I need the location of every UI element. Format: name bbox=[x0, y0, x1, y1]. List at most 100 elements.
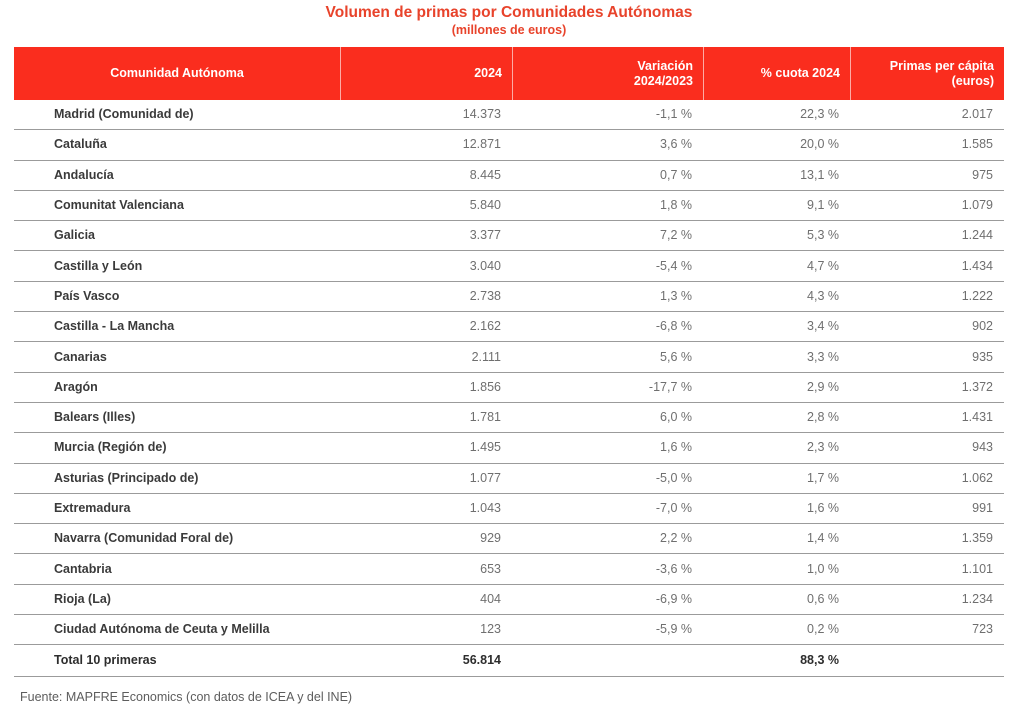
cell-cuota: 5,3 % bbox=[807, 228, 839, 243]
cell-cuota: 22,3 % bbox=[800, 107, 839, 122]
cell-variacion: 5,6 % bbox=[660, 349, 692, 364]
cell-comunidad: Murcia (Región de) bbox=[54, 440, 167, 455]
cell-percapita: 1.222 bbox=[961, 288, 993, 303]
table-row: Castilla - La Mancha 2.162 -6,8 % 3,4 % … bbox=[14, 312, 1004, 343]
table-row: Murcia (Región de) 1.495 1,6 % 2,3 % 943 bbox=[14, 433, 1004, 464]
cell-cuota: 4,3 % bbox=[807, 288, 839, 303]
cell-percapita: 943 bbox=[972, 440, 993, 455]
table-row: Extremadura 1.043 -7,0 % 1,6 % 991 bbox=[14, 494, 1004, 525]
header-cell-cuota: % cuota 2024 bbox=[703, 47, 850, 100]
cell-comunidad: Castilla - La Mancha bbox=[54, 319, 175, 334]
cell-percapita: 1.062 bbox=[961, 470, 993, 485]
cell-2024: 653 bbox=[480, 561, 501, 576]
cell-cuota: 0,6 % bbox=[807, 591, 839, 606]
table-header: Comunidad Autónoma 2024 Variación 2024/2… bbox=[14, 47, 1004, 100]
table-row: Galicia 3.377 7,2 % 5,3 % 1.244 bbox=[14, 221, 1004, 252]
cell-2024: 1.043 bbox=[469, 501, 501, 515]
cell-comunidad: Andalucía bbox=[54, 167, 114, 182]
cell-cuota: 3,3 % bbox=[807, 349, 839, 364]
cell-percapita: 723 bbox=[972, 622, 993, 637]
cell-variacion: -5,4 % bbox=[655, 258, 692, 273]
table-row: Navarra (Comunidad Foral de) 929 2,2 % 1… bbox=[14, 524, 1004, 555]
cell-percapita: 902 bbox=[972, 319, 993, 334]
cell-cuota: 1,4 % bbox=[807, 531, 839, 546]
header-cell-percapita: Primas per cápita (euros) bbox=[850, 47, 1004, 100]
cell-percapita: 975 bbox=[972, 167, 993, 182]
cell-percapita: 1.079 bbox=[961, 198, 993, 213]
header-cell-variacion: Variación 2024/2023 bbox=[512, 47, 703, 100]
table-row: Aragón 1.856 -17,7 % 2,9 % 1.372 bbox=[14, 373, 1004, 403]
cell-2024: 1.495 bbox=[469, 440, 501, 455]
cell-2024: 2.162 bbox=[469, 319, 501, 334]
cell-percapita: 1.585 bbox=[961, 137, 993, 152]
table-row: Madrid (Comunidad de) 14.373 -1,1 % 22,3… bbox=[14, 100, 1004, 131]
cell-cuota: 2,3 % bbox=[807, 440, 839, 455]
source-note: Fuente: MAPFRE Economics (con datos de I… bbox=[20, 689, 353, 704]
cell-variacion: -6,9 % bbox=[655, 591, 692, 606]
cell-variacion: 1,8 % bbox=[660, 198, 692, 213]
cell-percapita: 1.359 bbox=[961, 531, 993, 546]
cell-2024: 5.840 bbox=[469, 198, 501, 213]
cell-2024: 2.738 bbox=[469, 288, 501, 303]
cell-2024: 929 bbox=[480, 531, 501, 546]
cell-percapita: 935 bbox=[972, 349, 993, 364]
cell-2024: 2.111 bbox=[471, 349, 501, 364]
table-row: Canarias 2.111 5,6 % 3,3 % 935 bbox=[14, 342, 1004, 373]
cell-cuota: 1,7 % bbox=[807, 470, 839, 485]
cell-percapita: 1.244 bbox=[961, 228, 993, 243]
cell-comunidad: Navarra (Comunidad Foral de) bbox=[54, 531, 234, 546]
cell-variacion: 7,2 % bbox=[660, 228, 692, 243]
cell-2024: 3.040 bbox=[469, 258, 501, 273]
cell-variacion: -7,0 % bbox=[655, 501, 692, 515]
cell-comunidad: Canarias bbox=[54, 349, 107, 364]
cell-percapita: 1.234 bbox=[961, 591, 993, 606]
cell-cuota: 2,8 % bbox=[807, 410, 839, 425]
cell-2024: 1.781 bbox=[469, 410, 501, 425]
cell-variacion: -5,0 % bbox=[655, 470, 692, 485]
cell-variacion: 1,3 % bbox=[660, 288, 692, 303]
cell-cuota: 0,2 % bbox=[807, 622, 839, 637]
cell-comunidad: Extremadura bbox=[54, 501, 131, 515]
cell-cuota: 1,6 % bbox=[807, 501, 839, 515]
total-cell-label: Total 10 primeras bbox=[54, 653, 157, 668]
cell-percapita: 2.017 bbox=[961, 107, 993, 122]
cell-cuota: 13,1 % bbox=[800, 167, 839, 182]
cell-variacion: -1,1 % bbox=[655, 107, 692, 122]
cell-cuota: 9,1 % bbox=[807, 198, 839, 213]
cell-variacion: 3,6 % bbox=[660, 137, 692, 152]
primas-table: Comunidad Autónoma 2024 Variación 2024/2… bbox=[14, 47, 1004, 677]
cell-2024: 1.856 bbox=[469, 379, 501, 394]
table-row: Ciudad Autónoma de Ceuta y Melilla 123 -… bbox=[14, 615, 1004, 646]
table-row: Cataluña 12.871 3,6 % 20,0 % 1.585 bbox=[14, 130, 1004, 161]
cell-comunidad: Asturias (Principado de) bbox=[54, 470, 199, 485]
cell-comunidad: Balears (Illes) bbox=[54, 410, 136, 425]
chart-title: Volumen de primas por Comunidades Autóno… bbox=[325, 4, 693, 21]
cell-comunidad: Cataluña bbox=[54, 137, 107, 152]
cell-percapita: 1.434 bbox=[961, 258, 993, 273]
cell-comunidad: Comunitat Valenciana bbox=[54, 198, 184, 213]
table-row: Comunitat Valenciana 5.840 1,8 % 9,1 % 1… bbox=[14, 191, 1004, 222]
cell-2024: 12.871 bbox=[462, 137, 501, 152]
table-body: Madrid (Comunidad de) 14.373 -1,1 % 22,3… bbox=[14, 100, 1004, 646]
total-cell-cuota: 88,3 % bbox=[800, 653, 839, 668]
title-block: Volumen de primas por Comunidades Autóno… bbox=[14, 0, 1004, 38]
cell-percapita: 991 bbox=[972, 501, 993, 515]
cell-variacion: 1,6 % bbox=[660, 440, 692, 455]
cell-comunidad: Cantabria bbox=[54, 561, 112, 576]
cell-variacion: 2,2 % bbox=[660, 531, 692, 546]
cell-variacion: 6,0 % bbox=[660, 410, 692, 425]
table-row: Rioja (La) 404 -6,9 % 0,6 % 1.234 bbox=[14, 585, 1004, 616]
cell-percapita: 1.101 bbox=[961, 561, 993, 576]
cell-2024: 1.077 bbox=[469, 470, 501, 485]
cell-cuota: 2,9 % bbox=[807, 379, 839, 394]
cell-comunidad: Ciudad Autónoma de Ceuta y Melilla bbox=[54, 622, 270, 637]
cell-percapita: 1.372 bbox=[961, 379, 993, 394]
cell-cuota: 3,4 % bbox=[807, 319, 839, 334]
cell-percapita: 1.431 bbox=[961, 410, 993, 425]
cell-comunidad: País Vasco bbox=[54, 288, 120, 303]
cell-2024: 404 bbox=[480, 591, 501, 606]
table-row: Asturias (Principado de) 1.077 -5,0 % 1,… bbox=[14, 464, 1004, 494]
table-row: Castilla y León 3.040 -5,4 % 4,7 % 1.434 bbox=[14, 251, 1004, 282]
total-cell-2024: 56.814 bbox=[462, 653, 501, 668]
